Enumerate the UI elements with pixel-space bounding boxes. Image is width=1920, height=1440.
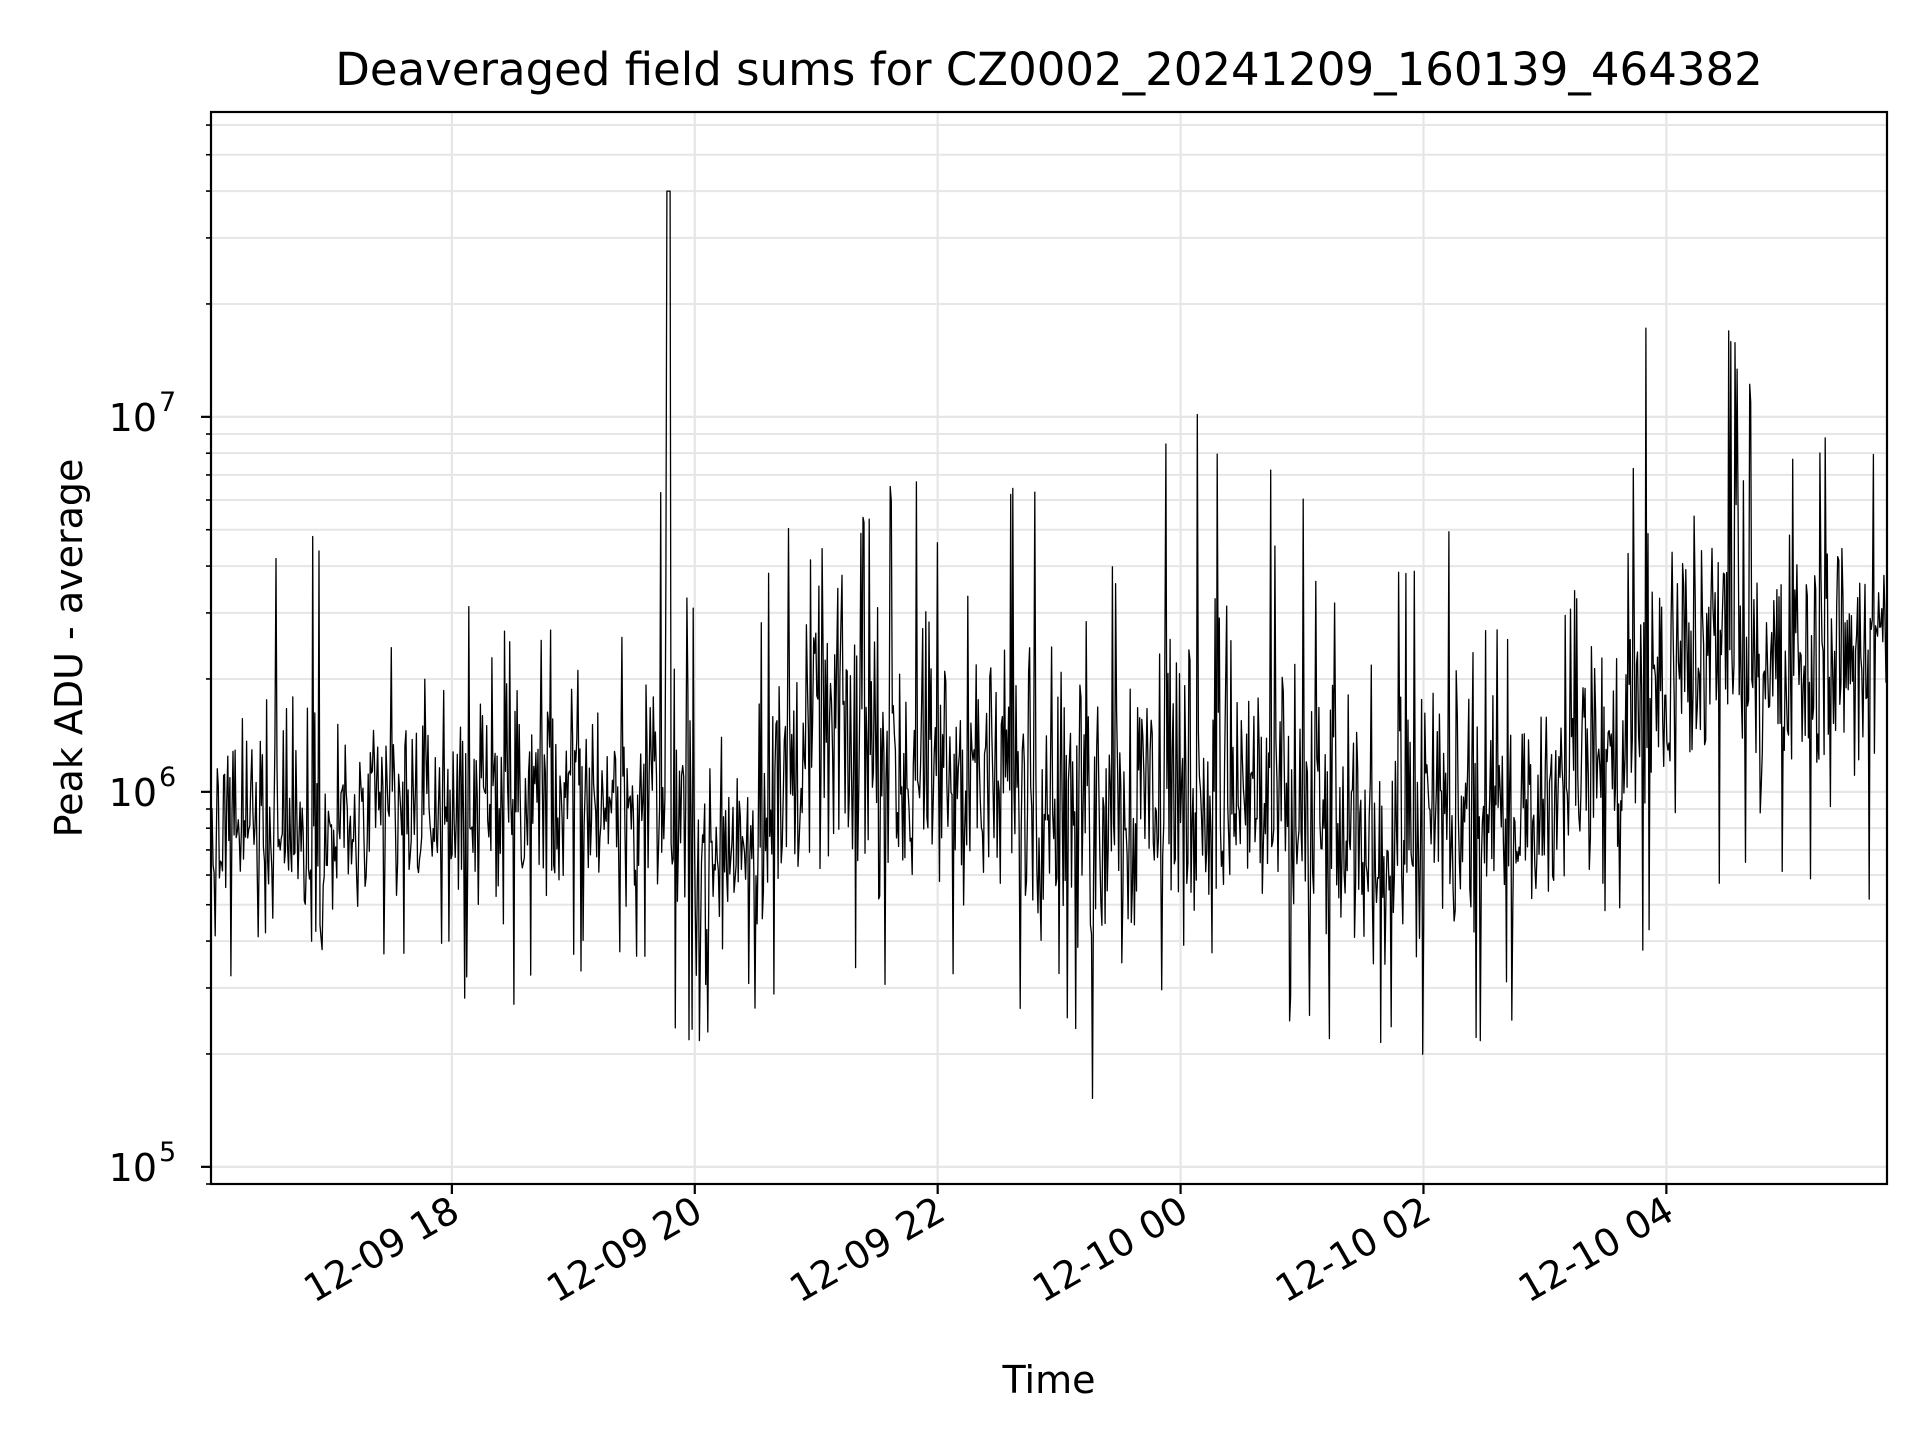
y-tick-exponent: 7 <box>159 387 176 418</box>
chart-title: Deaveraged field sums for CZ0002_2024120… <box>335 43 1762 96</box>
x-axis-label: Time <box>1002 1358 1096 1402</box>
y-axis-label: Peak ADU - average <box>47 459 91 838</box>
y-tick-label: 10 <box>109 771 157 815</box>
y-tick-exponent: 5 <box>159 1137 176 1168</box>
y-tick-label: 10 <box>109 1146 157 1190</box>
y-tick-exponent: 6 <box>159 762 176 793</box>
y-tick-label: 10 <box>109 396 157 440</box>
data-layer <box>210 190 1888 1100</box>
plot-frame <box>209 110 1889 1186</box>
series-line <box>210 190 1888 1100</box>
